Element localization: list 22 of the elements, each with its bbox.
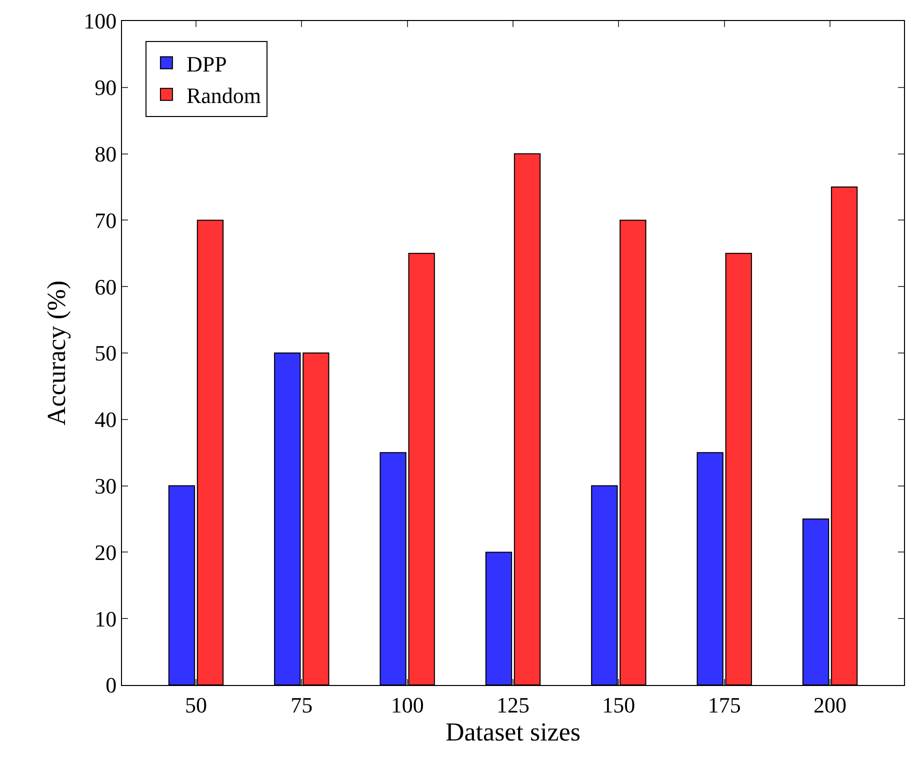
legend-label: DPP: [186, 51, 227, 76]
y-tick-label: 0: [106, 672, 117, 698]
x-tick-label: 50: [184, 692, 207, 718]
y-tick-label: 10: [94, 606, 117, 632]
y-tick-label: 60: [94, 274, 117, 300]
x-tick-label: 75: [290, 692, 313, 718]
y-tick-label: 80: [94, 142, 117, 166]
y-tick-label: 20: [94, 540, 117, 565]
legend-label: Random: [186, 82, 262, 108]
x-tick-label: 150: [602, 692, 636, 718]
y-axis-title: Accuracy (%): [42, 280, 71, 426]
y-tick-label: 30: [94, 474, 117, 498]
y-tick-label: 50: [94, 340, 117, 366]
y-tick-label: 90: [94, 75, 117, 100]
x-tick-label: 175: [708, 692, 741, 718]
y-tick-label: 100: [84, 8, 117, 34]
x-tick-label: 200: [814, 692, 847, 718]
x-tick-label: 100: [390, 692, 424, 718]
y-tick-label: 40: [94, 407, 117, 432]
x-axis-title: Dataset sizes: [445, 717, 581, 746]
y-tick-label: 70: [94, 208, 117, 233]
x-tick-label: 125: [496, 692, 530, 718]
